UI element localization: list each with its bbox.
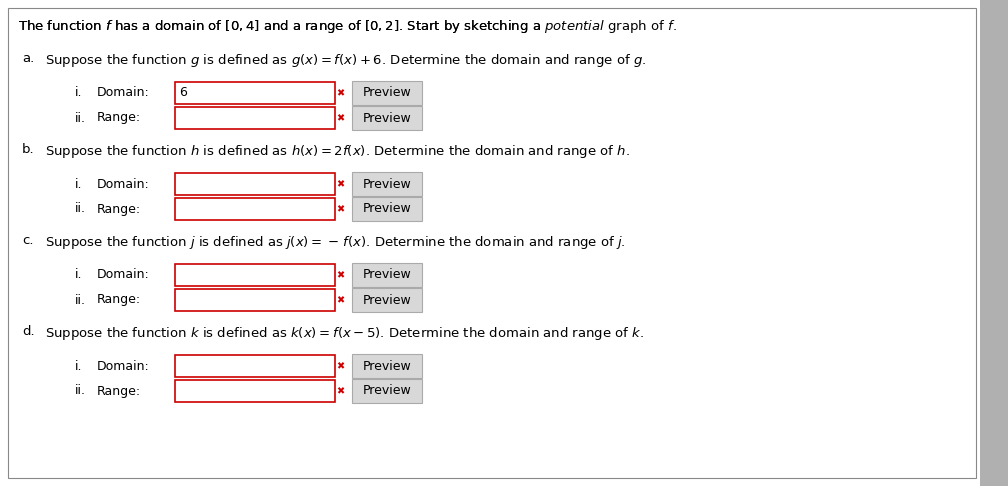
Text: ✖: ✖ xyxy=(336,113,344,123)
Text: ii.: ii. xyxy=(75,294,86,307)
Text: Range:: Range: xyxy=(97,111,141,124)
Text: Preview: Preview xyxy=(363,268,411,281)
FancyBboxPatch shape xyxy=(352,172,422,196)
Text: c.: c. xyxy=(22,234,33,247)
Text: 6: 6 xyxy=(179,87,186,100)
Text: Domain:: Domain: xyxy=(97,87,150,100)
Text: ✖: ✖ xyxy=(336,295,344,305)
Text: Suppose the function $k$ is defined as $k(x) = f(x - 5)$. Determine the domain a: Suppose the function $k$ is defined as $… xyxy=(45,325,644,342)
FancyBboxPatch shape xyxy=(352,354,422,378)
FancyBboxPatch shape xyxy=(352,197,422,221)
Text: d.: d. xyxy=(22,325,34,338)
Text: ✖: ✖ xyxy=(336,179,344,189)
FancyBboxPatch shape xyxy=(980,0,1008,486)
Text: ii.: ii. xyxy=(75,203,86,215)
FancyBboxPatch shape xyxy=(352,379,422,403)
FancyBboxPatch shape xyxy=(175,264,335,286)
Text: Suppose the function $j$ is defined as $j(x) = -\,f(x)$. Determine the domain an: Suppose the function $j$ is defined as $… xyxy=(45,234,626,251)
Text: Domain:: Domain: xyxy=(97,177,150,191)
Text: Domain:: Domain: xyxy=(97,268,150,281)
Text: i.: i. xyxy=(75,177,83,191)
Text: a.: a. xyxy=(22,52,34,65)
Text: ✖: ✖ xyxy=(336,386,344,396)
Text: ✖: ✖ xyxy=(336,270,344,280)
Text: Domain:: Domain: xyxy=(97,360,150,372)
FancyBboxPatch shape xyxy=(175,380,335,402)
FancyBboxPatch shape xyxy=(175,173,335,195)
Text: The function $f$ has a domain of $[0, 4]$ and a range of $[0, 2]$. Start by sket: The function $f$ has a domain of $[0, 4]… xyxy=(18,18,677,35)
FancyBboxPatch shape xyxy=(352,288,422,312)
Text: Suppose the function $h$ is defined as $h(x) = 2f(x)$. Determine the domain and : Suppose the function $h$ is defined as $… xyxy=(45,143,630,160)
Text: Preview: Preview xyxy=(363,360,411,372)
FancyBboxPatch shape xyxy=(352,81,422,105)
FancyBboxPatch shape xyxy=(175,107,335,129)
Text: Preview: Preview xyxy=(363,177,411,191)
Text: Preview: Preview xyxy=(363,111,411,124)
FancyBboxPatch shape xyxy=(175,355,335,377)
FancyBboxPatch shape xyxy=(175,198,335,220)
Text: i.: i. xyxy=(75,360,83,372)
FancyBboxPatch shape xyxy=(352,263,422,287)
Text: ii.: ii. xyxy=(75,111,86,124)
Text: Preview: Preview xyxy=(363,294,411,307)
Text: ✖: ✖ xyxy=(336,88,344,98)
FancyBboxPatch shape xyxy=(175,82,335,104)
Text: The function $f$ has a domain of $[0, 4]$ and a range of $[0, 2]$. Start by sket: The function $f$ has a domain of $[0, 4]… xyxy=(18,18,542,35)
Text: Preview: Preview xyxy=(363,87,411,100)
Text: Preview: Preview xyxy=(363,384,411,398)
Text: i.: i. xyxy=(75,268,83,281)
Text: ✖: ✖ xyxy=(336,361,344,371)
FancyBboxPatch shape xyxy=(175,289,335,311)
Text: Range:: Range: xyxy=(97,203,141,215)
Text: Range:: Range: xyxy=(97,294,141,307)
FancyBboxPatch shape xyxy=(8,8,976,478)
Text: b.: b. xyxy=(22,143,34,156)
Text: i.: i. xyxy=(75,87,83,100)
Text: ii.: ii. xyxy=(75,384,86,398)
Text: Suppose the function $g$ is defined as $g(x) = f(x) + 6$. Determine the domain a: Suppose the function $g$ is defined as $… xyxy=(45,52,646,69)
Text: Range:: Range: xyxy=(97,384,141,398)
Text: ✖: ✖ xyxy=(336,204,344,214)
Text: Preview: Preview xyxy=(363,203,411,215)
FancyBboxPatch shape xyxy=(352,106,422,130)
